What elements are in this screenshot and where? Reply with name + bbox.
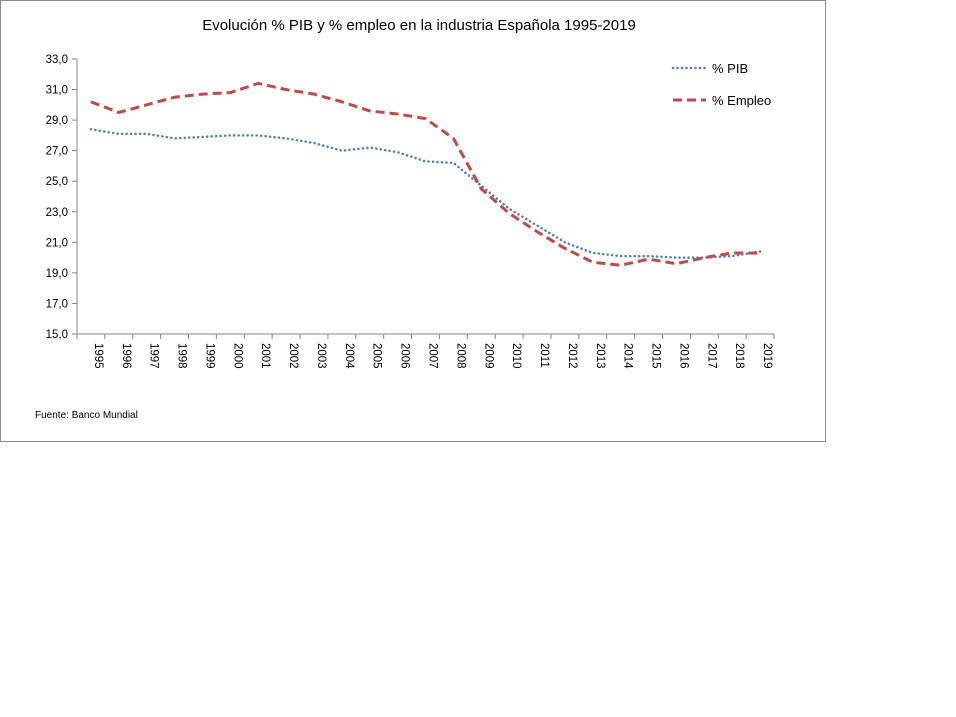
y-tick-label: 33,0	[46, 54, 68, 66]
y-tick-label: 25,0	[46, 176, 68, 188]
x-axis: 1995 1996 1997 1998 1999 2000 2001 2002 2003 2004…	[76, 333, 775, 369]
x-tick-label: 1998	[176, 343, 188, 369]
x-tick-label: 2016	[677, 343, 689, 369]
x-tick-label: 2014	[622, 343, 634, 369]
y-tick-label: 23,0	[46, 207, 68, 219]
x-tick-label: 1997	[148, 343, 160, 369]
y-tick-label: 17,0	[46, 298, 68, 310]
chart-frame: Evolución % PIB y % empleo en la industr…	[0, 0, 826, 442]
legend: % PIB % Empleo	[671, 61, 771, 108]
x-tick-label: 2004	[343, 343, 355, 369]
x-tick-label: 2006	[399, 343, 411, 369]
x-tick-label: 2005	[371, 343, 383, 369]
x-tick-label: 2009	[482, 343, 494, 369]
chart-title: Evolución % PIB y % empleo en la industr…	[202, 17, 636, 34]
legend-label: % Empleo	[712, 93, 771, 108]
y-tick-label: 27,0	[46, 146, 68, 158]
legend-label: % PIB	[712, 61, 748, 76]
x-tick-label: 2017	[705, 343, 717, 369]
x-tick-label: 1995	[92, 343, 104, 369]
series-line-pib	[89, 128, 762, 259]
x-tick-label: 2010	[510, 343, 522, 369]
y-tick-label: 31,0	[46, 85, 68, 97]
x-tick-label: 2018	[733, 343, 745, 369]
x-tick-label: 2001	[259, 343, 271, 369]
x-tick-label: 2012	[566, 343, 578, 369]
x-tick-label: 2015	[650, 343, 662, 369]
x-tick-label: 2007	[427, 343, 439, 369]
y-tick-label: 29,0	[46, 115, 68, 127]
y-tick-label: 15,0	[46, 329, 68, 341]
y-tick-label: 21,0	[46, 237, 68, 249]
x-tick-label: 2013	[594, 343, 606, 369]
x-tick-label: 2000	[231, 343, 243, 369]
x-tick-label: 2011	[538, 343, 550, 368]
source-note: Fuente: Banco Mundial	[35, 410, 138, 421]
y-axis: 15,0 17,0 19,0 21,0 23,0 25,0 27,0 29,0 31,0 33,0	[46, 54, 78, 341]
series-line-empleo	[90, 81, 761, 267]
x-tick-label: 2003	[315, 343, 327, 369]
x-tick-label: 1999	[203, 343, 215, 369]
x-tick-label: 2019	[761, 343, 773, 369]
series-layer	[89, 81, 762, 267]
y-tick-label: 19,0	[46, 268, 68, 280]
line-chart: Evolución % PIB y % empleo en la industr…	[35, 17, 775, 421]
x-tick-label: 1996	[120, 343, 132, 369]
x-tick-label: 2008	[454, 343, 466, 369]
x-tick-label: 2002	[287, 343, 299, 369]
